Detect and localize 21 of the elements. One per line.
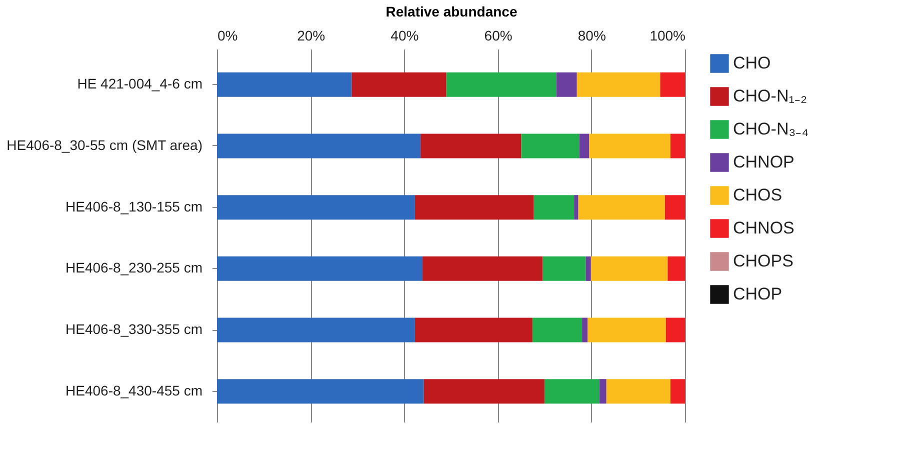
legend-label: CHNOS xyxy=(733,218,794,238)
x-tick-label: 40% xyxy=(390,28,419,44)
legend-label: CHOP xyxy=(733,284,782,304)
legend-label: CHO xyxy=(733,54,771,72)
x-tick-label: 80% xyxy=(578,28,606,44)
y-tick-label: HE406-8_130-155 cm xyxy=(66,198,202,214)
y-tick-label: HE406-8_30-55 cm (SMT area) xyxy=(6,137,202,153)
legend-label: CHOS xyxy=(733,186,782,204)
x-tick-label: 0% xyxy=(218,28,238,44)
x-tick-label: 100% xyxy=(650,28,686,44)
legend-label: CHNOP xyxy=(733,152,794,172)
x-axis-title: Relative abundance xyxy=(386,4,518,20)
y-tick-label: HE406-8_230-255 cm xyxy=(66,260,202,276)
y-tick-label: HE406-8_430-455 cm xyxy=(66,382,202,398)
y-tick-label: HE 421-004_4-6 cm xyxy=(77,76,202,92)
x-tick-label: 20% xyxy=(297,28,326,44)
legend-label: CHO-N₃₋₄ xyxy=(733,120,809,138)
y-tick-label: HE406-8_330-355 cm xyxy=(66,321,202,337)
legend-label: CHOPS xyxy=(733,252,794,270)
x-tick-label: 60% xyxy=(484,28,512,44)
legend-label: CHO-N₁₋₂ xyxy=(733,86,808,106)
